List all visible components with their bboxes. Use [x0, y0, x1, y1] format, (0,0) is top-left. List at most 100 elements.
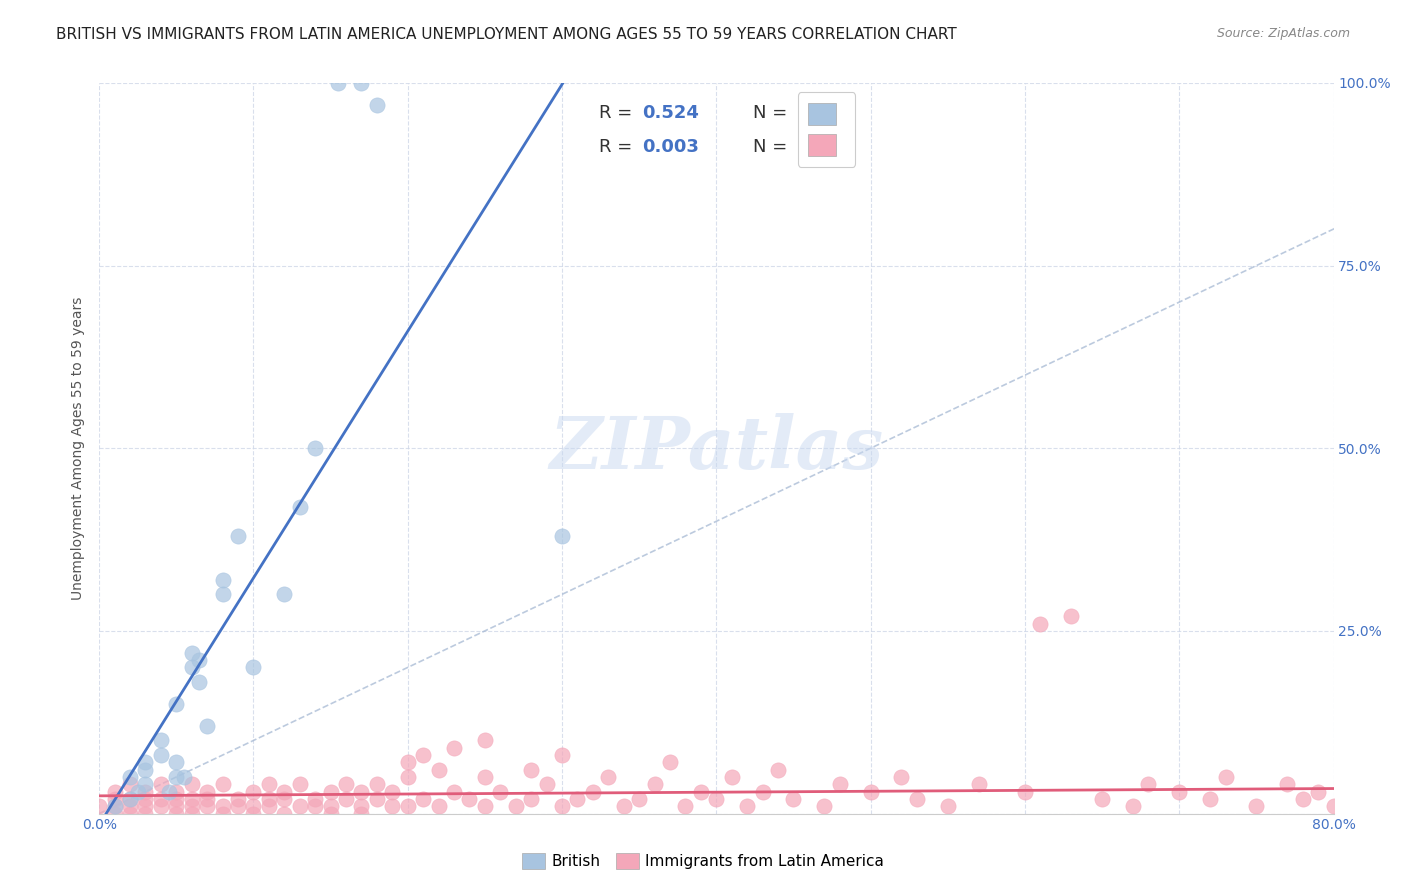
Point	[257, 777, 280, 791]
Point	[211, 587, 233, 601]
Point	[505, 799, 527, 814]
Point	[134, 792, 156, 806]
Point	[751, 784, 773, 798]
Point	[211, 799, 233, 814]
Point	[149, 748, 172, 763]
Point	[1399, 763, 1406, 777]
Point	[134, 756, 156, 770]
Text: R =: R =	[599, 138, 638, 156]
Point	[211, 777, 233, 791]
Point	[273, 806, 295, 821]
Point	[828, 777, 851, 791]
Point	[381, 799, 404, 814]
Point	[1060, 609, 1083, 624]
Point	[1029, 616, 1052, 631]
Point	[319, 806, 342, 821]
Point	[165, 756, 187, 770]
Point	[551, 748, 574, 763]
Point	[613, 799, 636, 814]
Point	[335, 777, 357, 791]
Point	[211, 806, 233, 821]
Text: N =: N =	[754, 138, 793, 156]
Point	[350, 806, 373, 821]
Point	[319, 784, 342, 798]
Legend: British, Immigrants from Latin America: British, Immigrants from Latin America	[516, 847, 890, 875]
Point	[1168, 784, 1191, 798]
Point	[211, 573, 233, 587]
Point	[551, 799, 574, 814]
Point	[1353, 792, 1375, 806]
Point	[350, 76, 373, 90]
Point	[288, 500, 311, 514]
Text: R =: R =	[599, 104, 638, 122]
Point	[582, 784, 605, 798]
Point	[103, 799, 125, 814]
Text: BRITISH VS IMMIGRANTS FROM LATIN AMERICA UNEMPLOYMENT AMONG AGES 55 TO 59 YEARS : BRITISH VS IMMIGRANTS FROM LATIN AMERICA…	[56, 27, 957, 42]
Text: ZIPatlas: ZIPatlas	[550, 413, 883, 483]
Point	[165, 799, 187, 814]
Point	[443, 740, 465, 755]
Point	[366, 792, 388, 806]
Point	[328, 76, 350, 90]
Point	[242, 806, 264, 821]
Point	[257, 799, 280, 814]
Point	[474, 770, 496, 784]
Point	[127, 784, 149, 798]
Point	[134, 806, 156, 821]
Point	[1291, 792, 1313, 806]
Point	[195, 792, 218, 806]
Point	[381, 784, 404, 798]
Point	[165, 784, 187, 798]
Point	[350, 799, 373, 814]
Point	[242, 799, 264, 814]
Point	[766, 763, 789, 777]
Point	[134, 799, 156, 814]
Point	[118, 792, 141, 806]
Point	[304, 442, 326, 456]
Point	[782, 792, 804, 806]
Point	[149, 792, 172, 806]
Point	[1215, 770, 1237, 784]
Point	[134, 763, 156, 777]
Point	[103, 799, 125, 814]
Point	[180, 799, 202, 814]
Point	[288, 777, 311, 791]
Point	[165, 792, 187, 806]
Point	[520, 763, 543, 777]
Point	[458, 792, 481, 806]
Point	[118, 770, 141, 784]
Point	[226, 799, 249, 814]
Point	[89, 799, 111, 814]
Point	[319, 799, 342, 814]
Point	[149, 799, 172, 814]
Point	[157, 784, 180, 798]
Point	[644, 777, 666, 791]
Point	[1137, 777, 1160, 791]
Point	[180, 646, 202, 660]
Point	[103, 806, 125, 821]
Point	[188, 653, 211, 667]
Point	[1199, 792, 1222, 806]
Point	[427, 799, 450, 814]
Point	[350, 784, 373, 798]
Point	[704, 792, 727, 806]
Point	[890, 770, 912, 784]
Point	[173, 770, 195, 784]
Point	[195, 719, 218, 733]
Point	[396, 770, 419, 784]
Point	[489, 784, 512, 798]
Point	[905, 792, 928, 806]
Point	[1091, 792, 1114, 806]
Point	[659, 756, 682, 770]
Point	[149, 777, 172, 791]
Point	[735, 799, 758, 814]
Text: 0.524: 0.524	[643, 104, 699, 122]
Point	[134, 784, 156, 798]
Point	[1122, 799, 1144, 814]
Point	[226, 529, 249, 543]
Point	[813, 799, 835, 814]
Point	[859, 784, 882, 798]
Point	[195, 784, 218, 798]
Point	[720, 770, 742, 784]
Point	[1014, 784, 1036, 798]
